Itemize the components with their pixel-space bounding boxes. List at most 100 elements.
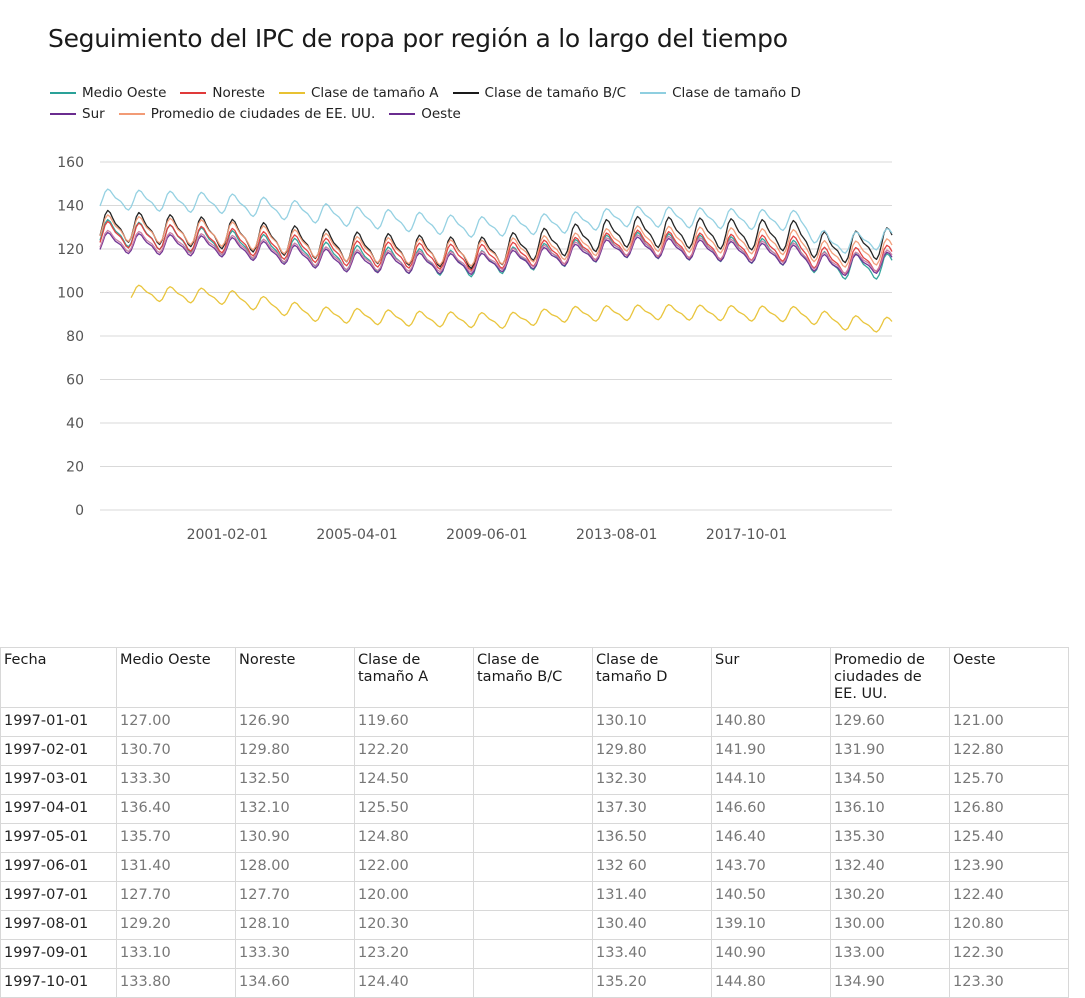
- series-line: [130, 284, 893, 333]
- legend-item[interactable]: Sur: [50, 104, 105, 124]
- value-cell: 121.00: [949, 707, 1069, 737]
- value-cell: [473, 736, 593, 766]
- value-cell: [473, 852, 593, 882]
- value-cell: 122.30: [949, 939, 1069, 969]
- value-cell: 130.20: [830, 881, 950, 911]
- column-header[interactable]: Fecha: [0, 647, 117, 708]
- value-cell: 133.10: [116, 939, 236, 969]
- legend-swatch: [640, 92, 667, 94]
- table-row: 1997-10-01 133.80 134.60 124.40 135.20 144.80…: [0, 968, 1069, 998]
- value-cell: 140.80: [711, 707, 831, 737]
- date-cell: 1997-09-01: [0, 939, 117, 969]
- column-header[interactable]: Promedio de ciudades de EE. UU.: [830, 647, 950, 708]
- column-header[interactable]: Noreste: [235, 647, 355, 708]
- value-cell: 140.90: [711, 939, 831, 969]
- value-cell: [473, 910, 593, 940]
- legend-item[interactable]: Clase de tamaño A: [278, 83, 439, 103]
- chart-legend: Medio Oeste Noreste Clase de tamaño A Clase…: [50, 82, 870, 124]
- series-line: [99, 188, 893, 254]
- y-tick-label: 40: [66, 416, 84, 432]
- value-cell: 133.00: [830, 939, 950, 969]
- date-cell: 1997-08-01: [0, 910, 117, 940]
- date-cell: 1997-04-01: [0, 794, 117, 824]
- table-row: 1997-06-01 131.40 128.00 122.00 132 60 143.70…: [0, 852, 1069, 882]
- value-cell: 124.50: [354, 765, 474, 795]
- value-cell: 130.00: [830, 910, 950, 940]
- value-cell: 131.40: [592, 881, 712, 911]
- table-row: 1997-08-01 129.20 128.10 120.30 130.40 139.10…: [0, 910, 1069, 940]
- value-cell: [473, 794, 593, 824]
- value-cell: 139.10: [711, 910, 831, 940]
- value-cell: 133.80: [116, 968, 236, 998]
- x-tick-label: 2009-06-01: [446, 527, 527, 543]
- column-header[interactable]: Clase de tamaño A: [354, 647, 474, 708]
- y-tick-label: 120: [57, 242, 84, 258]
- legend-item[interactable]: Oeste: [389, 104, 461, 124]
- value-cell: 132.10: [235, 794, 355, 824]
- x-tick-label: 2017-10-01: [706, 527, 787, 543]
- chart-title: Seguimiento del IPC de ropa por región a…: [48, 24, 788, 53]
- value-cell: 125.40: [949, 823, 1069, 853]
- value-cell: 133.30: [116, 765, 236, 795]
- value-cell: 133.30: [235, 939, 355, 969]
- legend-item[interactable]: Medio Oeste: [50, 83, 166, 103]
- column-header[interactable]: Clase de tamaño D: [592, 647, 712, 708]
- legend-item[interactable]: Clase de tamaño B/C: [452, 83, 627, 103]
- value-cell: 136.10: [830, 794, 950, 824]
- value-cell: 135.20: [592, 968, 712, 998]
- value-cell: 146.60: [711, 794, 831, 824]
- value-cell: 120.30: [354, 910, 474, 940]
- series-line: [99, 214, 893, 268]
- y-tick-label: 60: [66, 373, 84, 389]
- column-header[interactable]: Clase de tamaño B/C: [473, 647, 593, 708]
- legend-item[interactable]: Promedio de ciudades de EE. UU.: [118, 104, 376, 124]
- value-cell: 122.00: [354, 852, 474, 882]
- date-cell: 1997-03-01: [0, 765, 117, 795]
- value-cell: [473, 707, 593, 737]
- y-tick-label: 80: [66, 329, 84, 345]
- legend-swatch: [50, 92, 76, 94]
- legend-label: Noreste: [212, 85, 265, 101]
- legend-item[interactable]: Clase de tamaño D: [640, 83, 801, 103]
- value-cell: 146.40: [711, 823, 831, 853]
- value-cell: 122.20: [354, 736, 474, 766]
- series-line: [99, 220, 893, 275]
- y-tick-label: 20: [66, 460, 84, 476]
- value-cell: 127.70: [235, 881, 355, 911]
- legend-swatch: [452, 92, 479, 94]
- value-cell: 122.80: [949, 736, 1069, 766]
- legend-label: Promedio de ciudades de EE. UU.: [150, 106, 376, 122]
- x-tick-label: 2013-08-01: [576, 527, 657, 543]
- value-cell: 144.10: [711, 765, 831, 795]
- legend-item[interactable]: Noreste: [180, 83, 265, 103]
- value-cell: 132 60: [592, 852, 712, 882]
- column-header[interactable]: Sur: [711, 647, 831, 708]
- value-cell: 119.60: [354, 707, 474, 737]
- y-tick-label: 0: [75, 503, 84, 519]
- legend-label: Clase de tamaño D: [672, 85, 801, 101]
- value-cell: 132.30: [592, 765, 712, 795]
- value-cell: 130.40: [592, 910, 712, 940]
- value-cell: 128.10: [235, 910, 355, 940]
- table-row: 1997-01-01 127.00 126.90 119.60 130.10 140.80…: [0, 707, 1069, 737]
- table-header-row: Fecha Medio Oeste Noreste Clase de tamaño A…: [0, 647, 1069, 708]
- column-header[interactable]: Oeste: [949, 647, 1069, 708]
- table-row: 1997-05-01 135.70 130.90 124.80 136.50 146.40…: [0, 823, 1069, 853]
- value-cell: 120.00: [354, 881, 474, 911]
- y-tick-label: 140: [57, 199, 84, 215]
- value-cell: 131.40: [116, 852, 236, 882]
- value-cell: 129.60: [830, 707, 950, 737]
- x-tick-label: 2005-04-01: [316, 527, 397, 543]
- value-cell: 124.80: [354, 823, 474, 853]
- value-cell: 130.90: [235, 823, 355, 853]
- data-table-container: Fecha Medio Oeste Noreste Clase de tamaño A…: [0, 647, 1069, 998]
- series-line: [99, 231, 893, 277]
- column-header[interactable]: Medio Oeste: [116, 647, 236, 708]
- legend-label: Clase de tamaño B/C: [484, 85, 627, 101]
- value-cell: 123.30: [949, 968, 1069, 998]
- table-row: 1997-09-01 133.10 133.30 123.20 133.40 140.90…: [0, 939, 1069, 969]
- value-cell: 125.50: [354, 794, 474, 824]
- value-cell: 131.90: [830, 736, 950, 766]
- value-cell: 134.90: [830, 968, 950, 998]
- legend-swatch: [278, 92, 305, 94]
